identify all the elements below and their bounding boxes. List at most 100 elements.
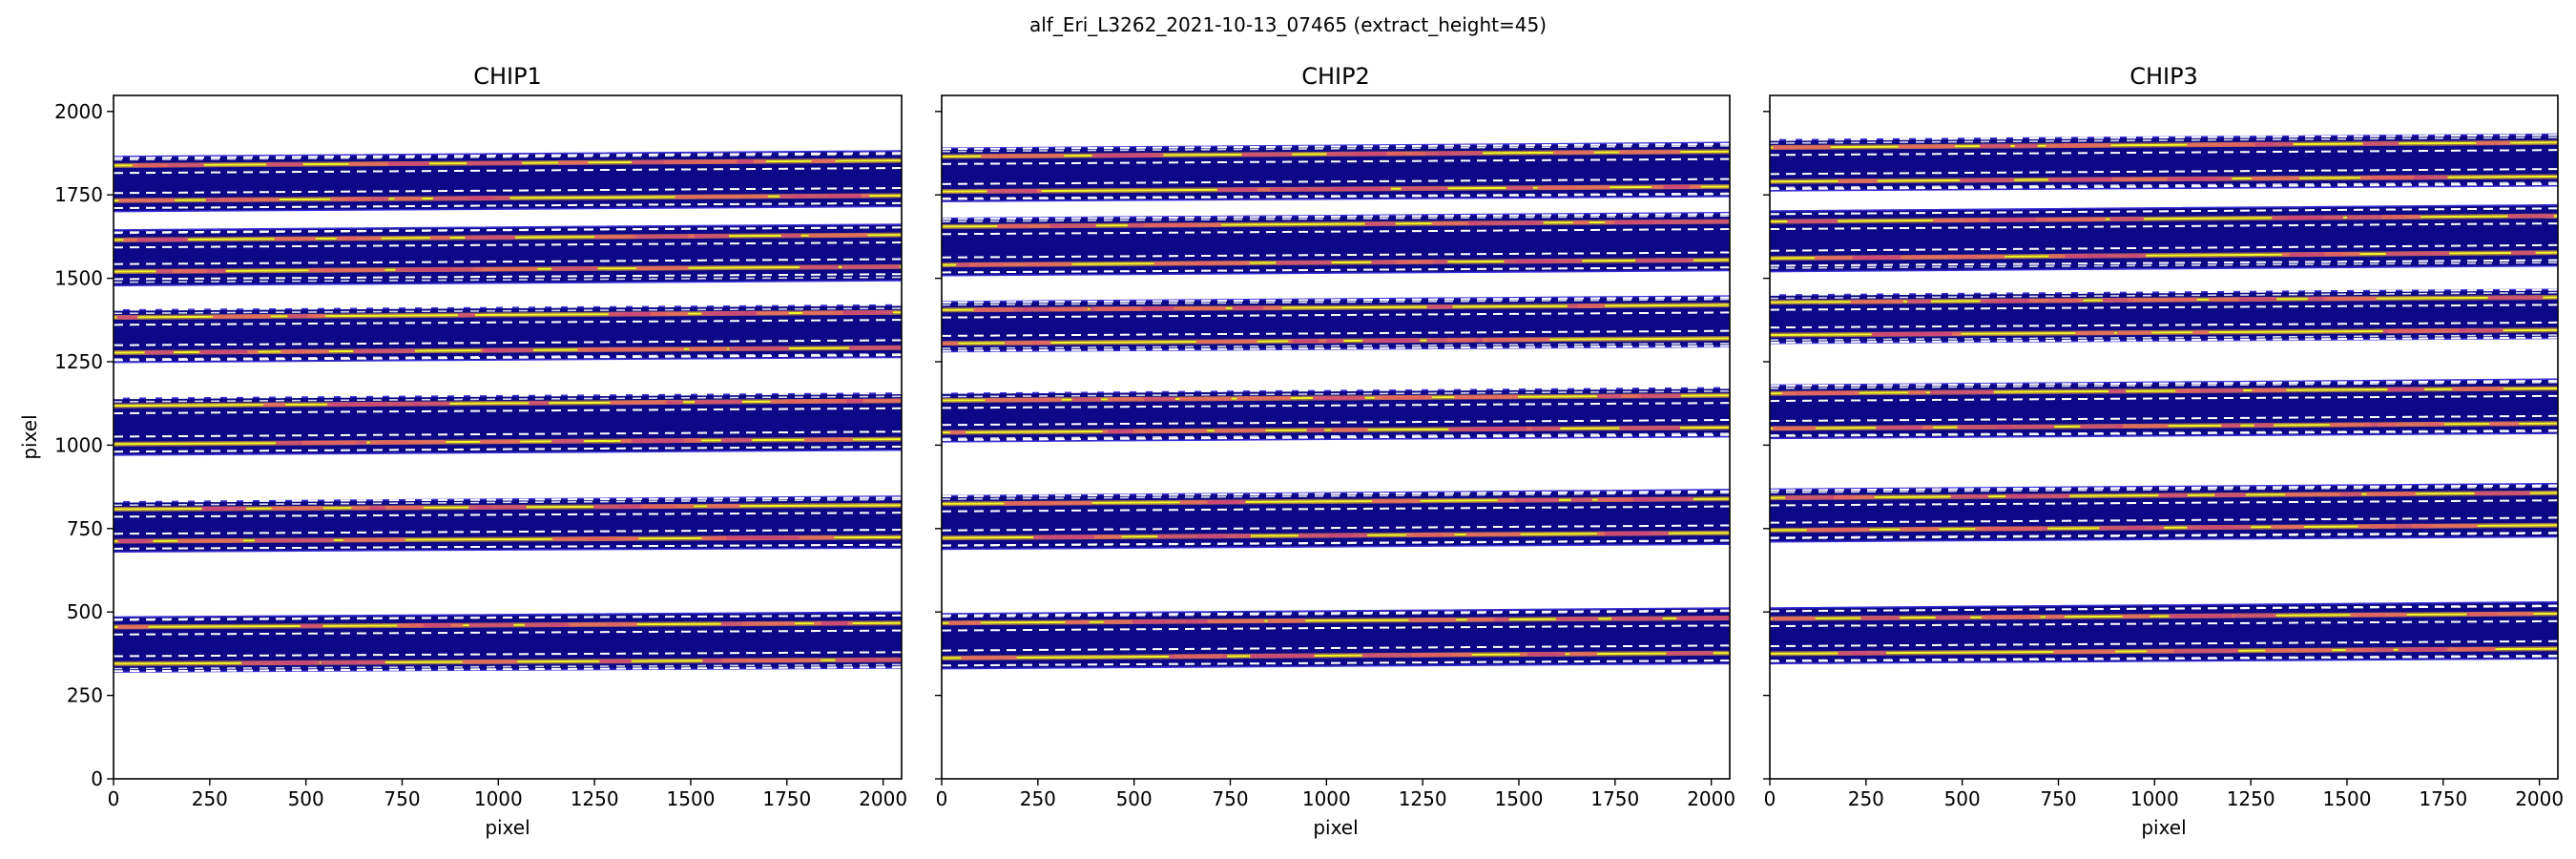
trace xyxy=(942,609,1730,632)
panel-title: CHIP3 xyxy=(2129,63,2198,90)
x-tick-label: 1250 xyxy=(1399,787,1447,810)
spectral-order xyxy=(1770,600,2558,665)
extraction-boundary xyxy=(114,354,902,362)
order-edge-dashed xyxy=(942,215,1730,222)
order-edge-dashed xyxy=(1770,136,2558,144)
extraction-boundary xyxy=(942,213,1730,220)
spectral-order xyxy=(942,295,1730,353)
y-tick-label: 750 xyxy=(67,517,103,540)
plot-content xyxy=(1770,133,2558,665)
panel-chip3: CHIP3 0 250 500 750 1000 1250 1500 1750 2000 pixel xyxy=(1763,63,2564,839)
extraction-boundary xyxy=(114,339,902,346)
order-edge-dashed xyxy=(1770,334,2558,342)
order-edge-dashed xyxy=(114,663,902,670)
figure-suptitle: alf_Eri_L3262_2021-10-13_07465 (extract_… xyxy=(1029,13,1547,36)
spectral-order xyxy=(942,211,1730,277)
x-axis-label: pixel xyxy=(1313,816,1358,839)
order-edge-dashed xyxy=(114,446,902,453)
spectral-order xyxy=(1770,288,2558,345)
order-edge-dashed xyxy=(942,610,1730,618)
trace xyxy=(114,187,902,209)
order-edge-dashed xyxy=(1770,262,2558,269)
x-tick-label: 1500 xyxy=(1495,787,1544,810)
order-edge-dashed xyxy=(114,226,902,235)
trace xyxy=(114,496,902,518)
x-tick-label: 0 xyxy=(1764,787,1776,810)
trace xyxy=(942,329,1730,352)
extraction-boundary xyxy=(942,193,1730,200)
extraction-boundary xyxy=(942,490,1730,498)
spectral-order xyxy=(114,150,902,213)
extraction-boundary xyxy=(1770,168,2558,176)
spectral-order xyxy=(942,607,1730,670)
x-tick-label: 1250 xyxy=(571,787,619,810)
extraction-boundary xyxy=(1770,321,2558,329)
order-edge-dashed xyxy=(114,307,902,315)
order-edge-dashed xyxy=(1770,207,2558,216)
x-tick-label: 250 xyxy=(1020,787,1056,810)
trace xyxy=(942,387,1730,409)
extraction-boundary xyxy=(1770,182,2558,191)
spectral-order xyxy=(942,489,1730,551)
trace xyxy=(1770,168,2558,191)
trace xyxy=(942,418,1730,441)
plot-content xyxy=(942,141,1730,670)
extraction-boundary xyxy=(942,433,1730,441)
x-tick-label: 1750 xyxy=(1590,787,1639,810)
panel-chip1: CHIP1 0 250 500 750 1000 1250 1500 1750 2000 0 250 5… xyxy=(18,63,907,839)
extraction-boundary xyxy=(942,345,1730,352)
order-edge-dashed xyxy=(942,144,1730,153)
x-tick-label: 1000 xyxy=(2130,787,2179,810)
order-edge-dashed xyxy=(114,153,902,161)
extraction-boundary xyxy=(114,258,902,265)
x-tick-label: 1750 xyxy=(762,787,811,810)
trace xyxy=(942,490,1730,513)
trace xyxy=(942,142,1730,165)
x-tick-label: 1500 xyxy=(2323,787,2372,810)
order-edge-dashed xyxy=(1770,381,2558,389)
order-edge-dashed xyxy=(942,298,1730,306)
extraction-boundary xyxy=(114,529,902,535)
x-tick-label: 2000 xyxy=(859,787,907,810)
extraction-boundary xyxy=(1770,516,2558,524)
y-tick-label: 1500 xyxy=(54,267,103,290)
extraction-boundary xyxy=(942,624,1730,632)
order-edge-dashed xyxy=(114,543,902,550)
trace xyxy=(1770,243,2558,267)
trace xyxy=(1770,516,2558,539)
extraction-boundary xyxy=(942,178,1730,185)
y-tick-label: 1750 xyxy=(54,183,103,206)
extraction-boundary xyxy=(114,651,902,658)
extraction-boundary xyxy=(942,228,1730,236)
trace-line xyxy=(942,652,1730,660)
spectral-order xyxy=(1770,378,2558,440)
spectral-order xyxy=(1770,482,2558,543)
x-tick-label: 1500 xyxy=(667,787,716,810)
y-tick-label: 2000 xyxy=(54,100,103,123)
extraction-boundary xyxy=(1770,149,2558,157)
order-edge-dashed xyxy=(114,395,902,403)
trace xyxy=(114,339,902,362)
x-tick-label: 0 xyxy=(936,787,948,810)
order-edge-dashed xyxy=(942,432,1730,440)
trace-line xyxy=(942,259,1730,266)
panel-chip2: CHIP2 0 250 500 750 1000 1250 1500 1750 2000 pixel xyxy=(935,63,1735,839)
order-edge-dashed xyxy=(114,498,902,507)
trace xyxy=(114,152,902,175)
extraction-boundary xyxy=(114,187,902,195)
extraction-boundary xyxy=(1770,222,2558,231)
extraction-boundary xyxy=(114,629,902,636)
x-tick-label: 500 xyxy=(1116,787,1153,810)
extraction-boundary xyxy=(1770,288,2558,296)
extraction-boundary xyxy=(1770,484,2558,492)
extraction-boundary xyxy=(1770,394,2558,403)
extraction-boundary xyxy=(114,407,902,415)
x-tick-label: 1250 xyxy=(2227,787,2275,810)
extraction-boundary xyxy=(114,241,902,249)
x-tick-label: 750 xyxy=(384,787,420,810)
panel-title: CHIP1 xyxy=(473,63,542,90)
extraction-boundary xyxy=(114,319,902,326)
order-edge-dashed xyxy=(1770,486,2558,493)
plot-frame xyxy=(941,94,1731,780)
